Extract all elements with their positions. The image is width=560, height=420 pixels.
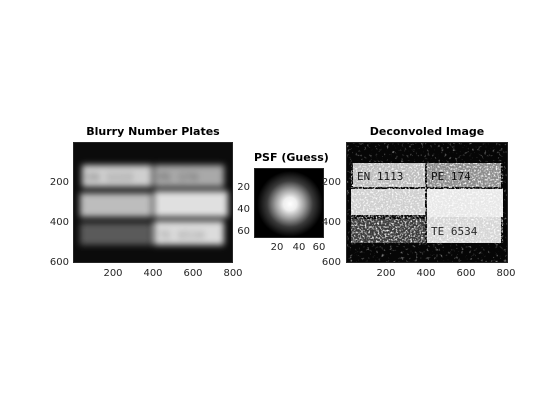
psf-ytick-1: 20 bbox=[237, 182, 250, 193]
blurry-xtick-4: 800 bbox=[223, 268, 243, 279]
deconvolved-panel-title: Deconvoled Image bbox=[369, 125, 485, 138]
blurry-xtick-3: 600 bbox=[183, 268, 203, 279]
deconvolved-plate-2: PE 174 bbox=[431, 170, 471, 183]
psf-xtick-1: 20 bbox=[270, 242, 284, 253]
blurry-image: EN 1113 PE 174 TE 6534 bbox=[74, 143, 232, 262]
blurry-ytick-2: 400 bbox=[49, 217, 69, 228]
psf-panel-title: PSF (Guess) bbox=[254, 151, 329, 164]
deconvolved-image-axes: EN 1113 PE 174 TE 6534 bbox=[346, 142, 508, 263]
deconvolved-xtick-1: 200 bbox=[376, 268, 396, 279]
deconvolved-image: EN 1113 PE 174 TE 6534 bbox=[347, 143, 507, 262]
deconvolved-ytick-1: 200 bbox=[321, 177, 341, 188]
blurry-image-axes: EN 1113 PE 174 TE 6534 bbox=[73, 142, 233, 263]
deconvolved-ytick-2: 400 bbox=[321, 217, 341, 228]
psf-xtick-3: 60 bbox=[312, 242, 326, 253]
blurry-xtick-2: 400 bbox=[143, 268, 163, 279]
blurry-plate-2: PE 174 bbox=[158, 171, 198, 184]
deconvolved-ytick-3: 600 bbox=[321, 257, 341, 268]
deconvolved-xtick-2: 400 bbox=[416, 268, 436, 279]
blurry-xtick-1: 200 bbox=[103, 268, 123, 279]
psf-ytick-2: 40 bbox=[237, 204, 250, 215]
deconvolved-xtick-4: 800 bbox=[496, 268, 516, 279]
blurry-panel-title: Blurry Number Plates bbox=[86, 125, 220, 138]
psf-image bbox=[255, 169, 323, 237]
psf-xtick-2: 40 bbox=[292, 242, 306, 253]
deconvolved-xtick-3: 600 bbox=[456, 268, 476, 279]
blurry-plate-1: EN 1113 bbox=[86, 171, 132, 184]
blurry-ytick-3: 600 bbox=[49, 257, 69, 268]
blurry-plate-3: TE 6534 bbox=[158, 229, 205, 242]
blurry-ytick-1: 200 bbox=[49, 177, 69, 188]
psf-ytick-3: 60 bbox=[237, 226, 250, 237]
psf-image-axes bbox=[254, 168, 324, 238]
deconvolved-plate-3: TE 6534 bbox=[431, 225, 478, 238]
deconvolved-plate-1: EN 1113 bbox=[357, 170, 403, 183]
